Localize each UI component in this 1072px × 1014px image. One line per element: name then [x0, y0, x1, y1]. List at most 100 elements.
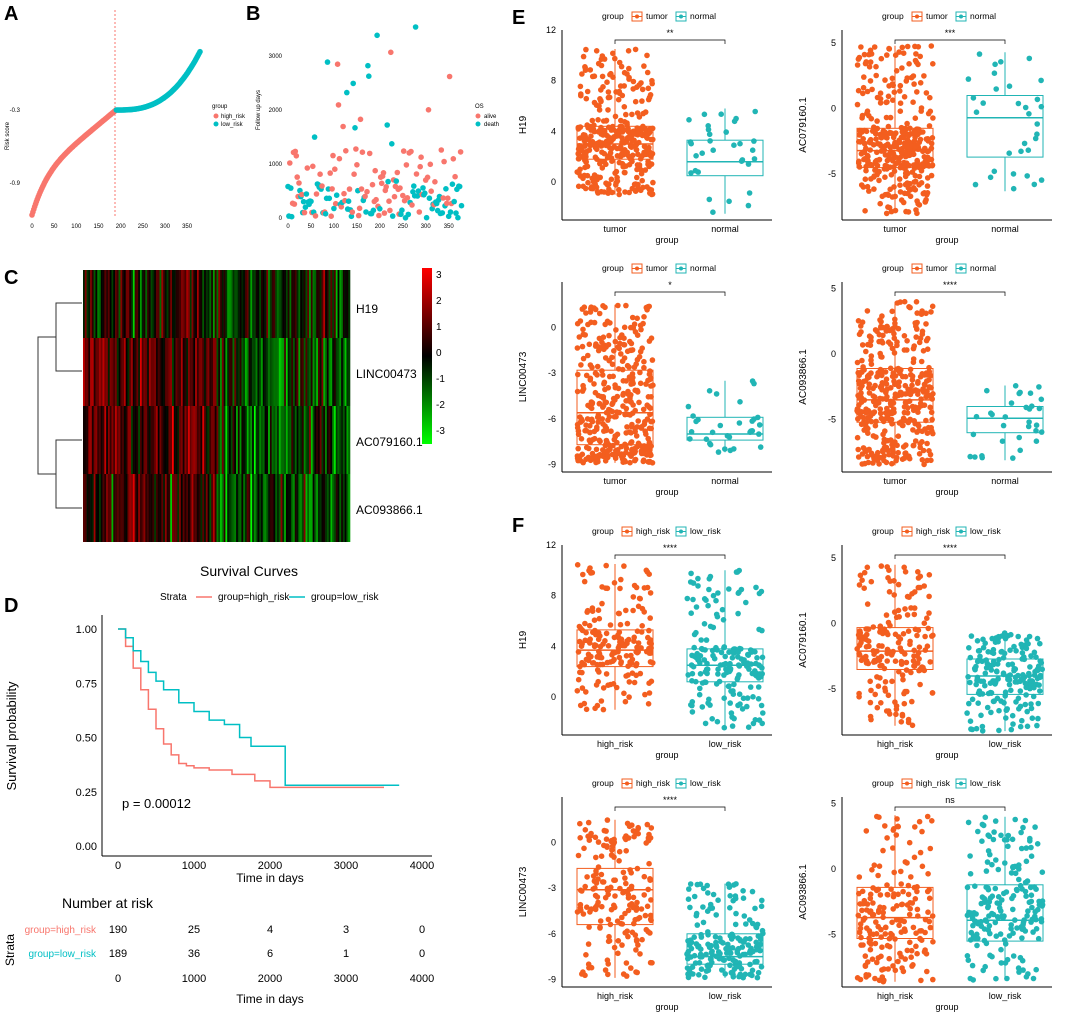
boxplot-point	[929, 303, 936, 310]
boxplot-point	[1001, 700, 1007, 706]
heatmap-cell	[189, 338, 192, 406]
boxplot-point	[921, 461, 927, 468]
heatmap-cell	[91, 338, 94, 406]
boxplot-point	[710, 891, 717, 898]
heatmap-cell	[182, 406, 185, 474]
boxplot-point	[917, 681, 923, 688]
boxplot-point	[856, 694, 862, 700]
boxplot-point	[902, 373, 909, 380]
boxplot-point	[649, 960, 655, 966]
boxplot-point	[878, 338, 885, 344]
boxplot-point	[599, 600, 605, 607]
boxplot-point	[1020, 967, 1026, 973]
boxplot-point	[625, 48, 632, 54]
heatmap-cell	[293, 474, 296, 542]
boxplot-ytick: 0	[551, 323, 556, 333]
boxplot-point	[887, 622, 893, 629]
boxplot-point	[996, 727, 1002, 734]
boxplot-point	[896, 379, 902, 385]
heatmap-cell	[220, 338, 223, 406]
boxplot-point	[636, 399, 642, 406]
heatmap-cell	[188, 270, 191, 338]
heatmap-cell	[221, 474, 224, 542]
boxplot-point	[1038, 396, 1045, 403]
boxplot-point	[644, 307, 650, 313]
boxplot-point	[899, 965, 905, 971]
boxplot-point	[862, 963, 869, 969]
boxplot-point	[589, 117, 596, 124]
heatmap-cell	[232, 406, 235, 474]
heatmap-cell	[325, 338, 328, 406]
boxplot-point	[872, 940, 879, 947]
boxplot-point	[925, 625, 932, 632]
heatmap-cell	[287, 338, 290, 406]
boxplot-point	[877, 410, 884, 417]
heatmap-cell	[278, 270, 281, 338]
boxplot-point	[606, 137, 612, 144]
heatmap-cell	[125, 406, 128, 474]
boxplot-point	[731, 715, 737, 722]
heatmap-cell	[257, 338, 260, 406]
boxplot-point	[581, 845, 587, 852]
boxplot-point	[857, 127, 863, 134]
boxplot-point	[1031, 649, 1038, 656]
boxplot-point	[609, 843, 616, 849]
boxplot-point	[877, 200, 883, 207]
boxplot-point	[992, 818, 999, 824]
boxplot-point	[628, 430, 634, 436]
boxplot-point	[704, 666, 711, 672]
follow-up-point	[369, 181, 376, 188]
boxplot-point	[869, 867, 875, 873]
boxplot-point	[739, 706, 746, 712]
panel-label-d: D	[4, 595, 18, 617]
follow-up-point	[441, 158, 447, 165]
risk-score-xtick: 0	[30, 224, 34, 230]
heatmap-cell	[221, 406, 224, 474]
boxplot-box	[686, 139, 764, 177]
boxplot-point	[988, 709, 994, 716]
heatmap-cell	[316, 270, 319, 338]
boxplot-point	[864, 88, 871, 95]
boxplot-point	[979, 838, 985, 844]
boxplot-point	[713, 391, 720, 397]
risk-score-legend-title: group	[212, 104, 228, 110]
boxplot-point	[859, 634, 865, 641]
boxplot-point	[863, 448, 869, 455]
boxplot-point	[927, 94, 933, 101]
survival-xtick: 3000	[334, 860, 358, 872]
boxplot-point	[901, 94, 908, 100]
boxplot-point	[880, 418, 887, 425]
heatmap-cell	[129, 338, 132, 406]
boxplot-point	[1031, 684, 1037, 691]
boxplot-point	[898, 901, 905, 908]
heatmap-cell	[305, 338, 308, 406]
heatmap-cell	[277, 406, 280, 474]
boxplot-point	[1022, 928, 1029, 934]
boxplot-point	[600, 447, 606, 453]
boxplot-point	[685, 974, 692, 981]
heatmap-cell	[145, 474, 148, 542]
heatmap-cell	[268, 474, 271, 542]
heatmap-cell	[301, 406, 305, 474]
heatmap-cell	[202, 270, 205, 338]
panel-label-b: B	[246, 3, 260, 25]
boxplot-point	[580, 382, 586, 389]
heatmap-cell	[243, 474, 246, 542]
boxplot-point	[913, 207, 919, 213]
heatmap-cell	[159, 270, 162, 338]
boxplot-point	[974, 942, 980, 949]
boxplot-point	[1030, 975, 1037, 982]
boxplot-point	[623, 111, 629, 118]
boxplot-point	[632, 457, 638, 464]
heatmap-cell	[200, 270, 203, 338]
heatmap-cell	[207, 474, 210, 542]
heatmap-cell	[280, 474, 283, 542]
p-value: p = 0.00012	[122, 796, 191, 811]
boxplot-point	[905, 716, 912, 723]
boxplot-point	[616, 610, 622, 617]
boxplot-point	[894, 442, 900, 449]
boxplot-point	[991, 70, 998, 76]
heatmap-cell	[285, 270, 288, 338]
boxplot-point	[875, 872, 881, 879]
boxplot-point	[904, 410, 911, 416]
